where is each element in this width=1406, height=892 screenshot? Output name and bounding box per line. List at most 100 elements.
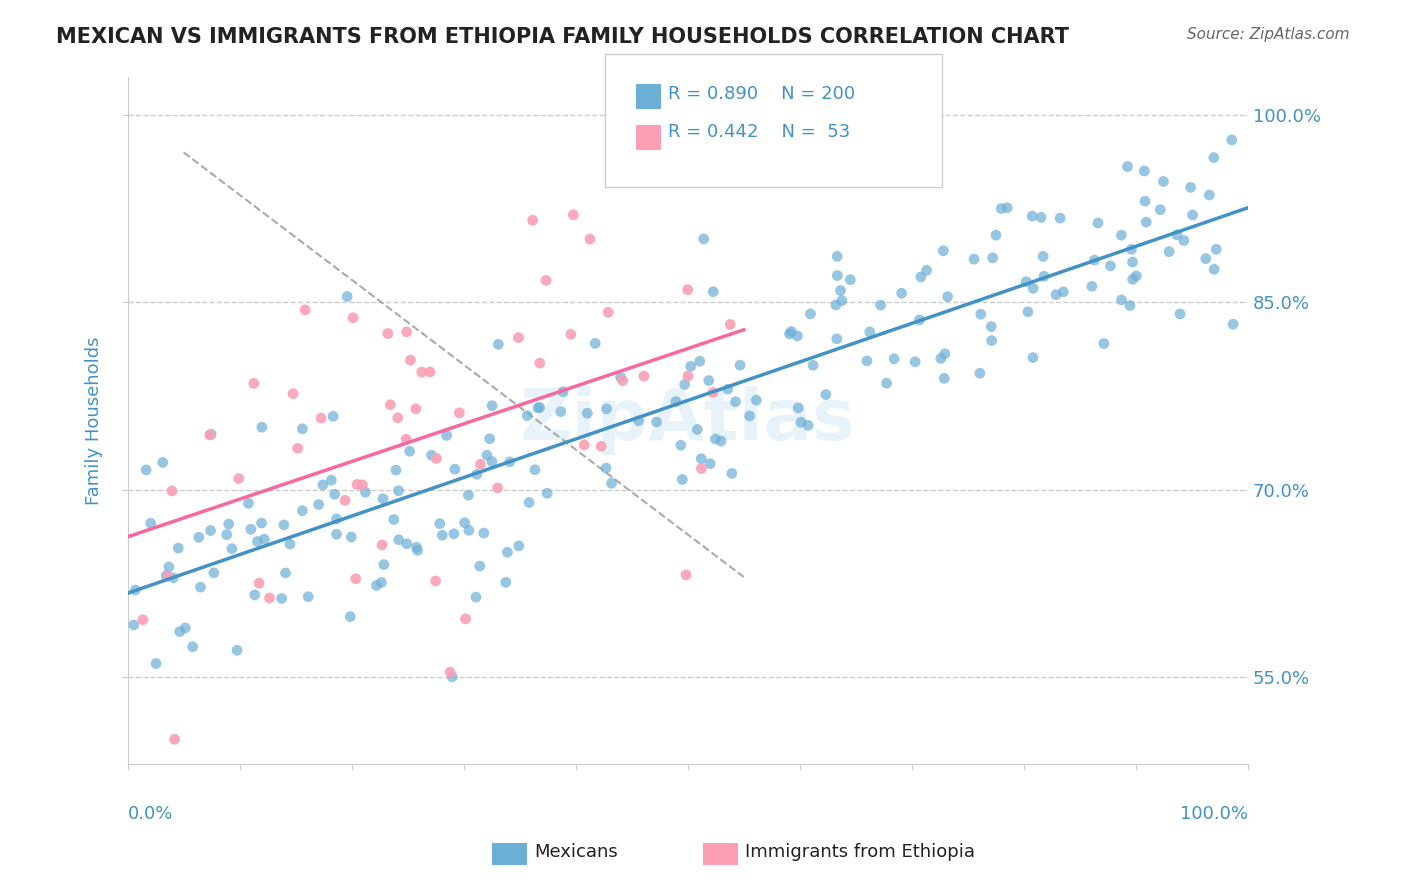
Point bbox=[560, 327, 582, 342]
Point bbox=[690, 451, 713, 466]
Point bbox=[1121, 242, 1143, 256]
Point bbox=[915, 263, 938, 277]
Point bbox=[1087, 216, 1109, 230]
Point bbox=[671, 473, 693, 487]
Point bbox=[405, 541, 427, 555]
Point bbox=[1166, 227, 1188, 242]
Point bbox=[1111, 228, 1133, 243]
Point bbox=[627, 414, 650, 428]
Point bbox=[1045, 287, 1067, 301]
Point bbox=[370, 575, 392, 590]
Text: 0.0%: 0.0% bbox=[128, 805, 173, 823]
Point bbox=[1052, 285, 1074, 299]
Point bbox=[1119, 298, 1142, 312]
Point bbox=[969, 366, 991, 380]
Point bbox=[449, 406, 471, 420]
Point bbox=[1153, 174, 1175, 188]
Point bbox=[1049, 211, 1071, 226]
Point bbox=[827, 268, 849, 283]
Point bbox=[825, 298, 848, 312]
Point bbox=[1204, 262, 1226, 277]
Point bbox=[202, 566, 225, 580]
Point bbox=[1081, 279, 1104, 293]
Point bbox=[162, 571, 184, 585]
Point bbox=[529, 401, 551, 415]
Point bbox=[246, 534, 269, 549]
Point bbox=[321, 473, 343, 487]
Point bbox=[679, 359, 702, 374]
Point bbox=[536, 486, 558, 500]
Point bbox=[516, 409, 538, 423]
Point bbox=[600, 476, 623, 491]
Point bbox=[274, 566, 297, 580]
Point bbox=[856, 354, 879, 368]
Point bbox=[787, 401, 810, 415]
Point bbox=[472, 526, 495, 541]
Point bbox=[339, 609, 361, 624]
Point bbox=[221, 541, 243, 556]
Point bbox=[270, 591, 292, 606]
Point bbox=[499, 455, 522, 469]
Point bbox=[908, 313, 931, 327]
Point bbox=[297, 590, 319, 604]
Point bbox=[465, 467, 488, 482]
Point bbox=[157, 560, 180, 574]
Point bbox=[1022, 351, 1045, 365]
Point bbox=[478, 432, 501, 446]
Point bbox=[689, 354, 711, 368]
Point bbox=[690, 461, 713, 475]
Point bbox=[676, 283, 699, 297]
Point bbox=[380, 398, 402, 412]
Point bbox=[281, 386, 304, 401]
Point bbox=[508, 331, 530, 345]
Point bbox=[228, 472, 250, 486]
Point bbox=[457, 488, 479, 502]
Point bbox=[797, 418, 820, 433]
Point bbox=[453, 516, 475, 530]
Point bbox=[779, 326, 801, 341]
Point bbox=[1133, 164, 1156, 178]
Point bbox=[371, 491, 394, 506]
Point bbox=[200, 427, 222, 442]
Point bbox=[562, 208, 585, 222]
Point bbox=[645, 415, 668, 429]
Point bbox=[132, 613, 155, 627]
Point bbox=[980, 334, 1002, 348]
Point bbox=[814, 387, 837, 401]
Point bbox=[1033, 269, 1056, 284]
Point bbox=[420, 448, 443, 462]
Point bbox=[169, 624, 191, 639]
Point bbox=[215, 527, 238, 541]
Point bbox=[218, 517, 240, 532]
Point bbox=[1135, 215, 1157, 229]
Point bbox=[1222, 317, 1244, 331]
Point bbox=[495, 575, 517, 590]
Point bbox=[984, 228, 1007, 243]
Point bbox=[373, 558, 395, 572]
Point bbox=[239, 522, 262, 536]
Y-axis label: Family Households: Family Households bbox=[86, 336, 103, 505]
Point bbox=[825, 249, 848, 263]
Point bbox=[598, 305, 620, 319]
Point bbox=[432, 528, 454, 542]
Point bbox=[990, 202, 1012, 216]
Point bbox=[527, 401, 550, 415]
Point bbox=[243, 588, 266, 602]
Point bbox=[1029, 211, 1052, 225]
Point bbox=[496, 545, 519, 559]
Point bbox=[1220, 133, 1243, 147]
Point bbox=[145, 657, 167, 671]
Point bbox=[439, 665, 461, 680]
Point bbox=[425, 451, 447, 466]
Point bbox=[371, 538, 394, 552]
Point bbox=[633, 369, 655, 384]
Point bbox=[198, 428, 221, 442]
Point bbox=[354, 485, 377, 500]
Point bbox=[704, 432, 727, 446]
Point bbox=[336, 289, 359, 303]
Point bbox=[454, 612, 477, 626]
Point bbox=[550, 404, 572, 418]
Point bbox=[676, 369, 699, 384]
Point bbox=[377, 326, 399, 341]
Point bbox=[122, 618, 145, 632]
